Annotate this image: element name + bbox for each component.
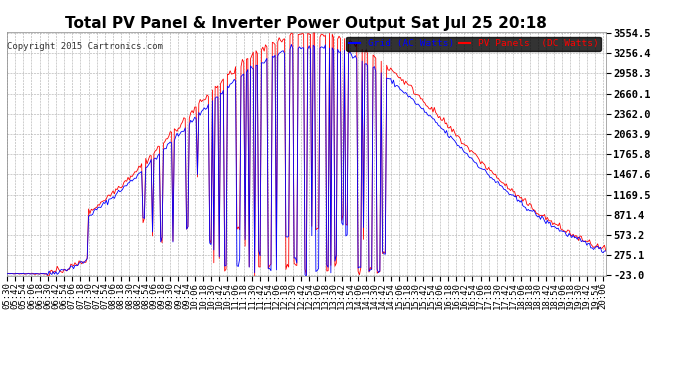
Legend: Grid (AC Watts), PV Panels  (DC Watts): Grid (AC Watts), PV Panels (DC Watts) <box>346 37 601 51</box>
Title: Total PV Panel & Inverter Power Output Sat Jul 25 20:18: Total PV Panel & Inverter Power Output S… <box>66 16 547 31</box>
Text: Copyright 2015 Cartronics.com: Copyright 2015 Cartronics.com <box>8 42 164 51</box>
